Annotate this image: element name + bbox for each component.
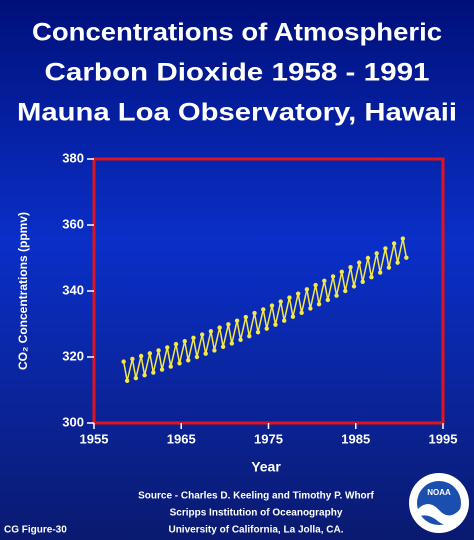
data-point — [165, 345, 170, 350]
data-point — [339, 269, 344, 275]
data-point — [220, 344, 226, 349]
data-point — [142, 372, 147, 378]
data-point — [168, 364, 173, 369]
data-point — [177, 361, 182, 366]
data-point — [130, 356, 135, 362]
chart-title: Concentrations of Atmospheric — [32, 19, 442, 47]
data-point — [400, 236, 406, 241]
data-point — [247, 334, 252, 339]
y-tick-label: 320 — [62, 348, 84, 363]
data-point — [186, 358, 191, 363]
y-tick-label: 340 — [62, 282, 84, 297]
data-point — [252, 310, 257, 316]
data-point — [290, 314, 296, 319]
data-point — [194, 354, 200, 360]
data-point — [316, 302, 322, 307]
data-point — [199, 332, 205, 337]
data-point — [133, 375, 139, 381]
data-point — [124, 378, 130, 383]
data-point — [156, 348, 161, 353]
data-point — [282, 318, 287, 323]
data-point — [255, 330, 261, 335]
data-point — [264, 326, 269, 331]
data-point — [234, 318, 240, 323]
logo-gull — [417, 504, 461, 525]
data-point — [159, 367, 165, 372]
data-point — [295, 291, 301, 296]
data-point — [313, 282, 318, 288]
data-point — [351, 284, 357, 289]
data-point — [191, 335, 196, 341]
data-point — [374, 251, 379, 256]
data-point — [182, 338, 187, 344]
data-point — [325, 297, 331, 303]
data-point — [203, 351, 208, 356]
data-point — [217, 325, 222, 330]
data-point — [208, 329, 214, 334]
data-point — [243, 314, 249, 320]
data-point — [330, 274, 336, 279]
data-point — [360, 279, 365, 284]
data-point — [147, 351, 153, 356]
data-point — [299, 310, 304, 315]
y-tick-label: 380 — [62, 150, 84, 165]
data-point — [348, 265, 353, 270]
data-point — [138, 353, 144, 359]
data-point — [212, 348, 217, 353]
data-point — [343, 288, 348, 294]
data-point — [391, 241, 397, 246]
x-tick-label: 1975 — [254, 431, 283, 446]
data-point — [229, 341, 235, 346]
source-text: Scripps Institution of Oceanography — [170, 508, 343, 519]
data-point — [261, 307, 266, 312]
data-point — [304, 287, 310, 292]
data-point — [383, 246, 388, 251]
data-point — [151, 370, 156, 375]
source-text: University of California, La Jolla, CA. — [168, 525, 343, 536]
chart-title: Mauna Loa Observatory, Hawaii — [17, 99, 457, 127]
data-point — [226, 322, 231, 327]
chart-title: Carbon Dioxide 1958 - 1991 — [45, 59, 430, 87]
data-point — [334, 293, 339, 298]
data-point — [357, 260, 362, 265]
data-point — [404, 255, 409, 260]
data-point — [377, 270, 383, 275]
source-text: Source - Charles D. Keeling and Timothy … — [138, 491, 374, 502]
data-point — [322, 278, 327, 283]
data-point — [173, 341, 179, 347]
y-tick-label: 360 — [62, 216, 84, 231]
logo: NOAA — [409, 473, 469, 533]
data-point — [386, 265, 392, 270]
y-tick-label: 300 — [62, 414, 84, 429]
data-point — [278, 299, 283, 304]
data-point — [287, 295, 292, 300]
data-point — [238, 337, 243, 343]
y-axis-label: CO₂ Concentrations (ppmv) — [16, 212, 30, 370]
data-point — [395, 260, 400, 265]
x-tick-label: 1955 — [80, 431, 109, 446]
data-point — [121, 359, 126, 364]
data-point — [365, 255, 371, 261]
x-axis-label: Year — [251, 459, 281, 475]
x-tick-label: 1985 — [341, 431, 370, 446]
logo-text: NOAA — [427, 488, 451, 497]
data-point — [269, 303, 275, 308]
x-tick-label: 1995 — [429, 431, 458, 446]
figure-label: CG Figure-30 — [4, 525, 67, 536]
data-point — [273, 322, 278, 327]
data-point — [308, 306, 313, 311]
data-point — [369, 274, 374, 280]
x-tick-label: 1965 — [167, 431, 196, 446]
data-line — [122, 238, 408, 381]
